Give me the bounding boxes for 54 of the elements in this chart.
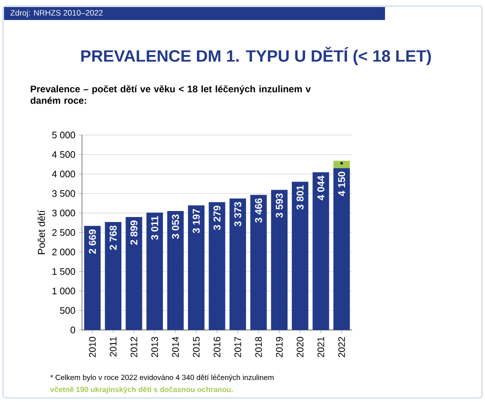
bar [208, 202, 226, 330]
data-label: 3 373 [234, 202, 242, 226]
y-tick-label: 0 [70, 326, 76, 334]
bar [84, 226, 101, 330]
bar [104, 222, 122, 330]
x-tick-label: 2015 [192, 336, 200, 358]
x-tick-label: 2021 [318, 336, 324, 358]
data-label: 3 801 [296, 185, 304, 210]
data-label: 3 466 [255, 198, 262, 223]
x-tick-label: 2010 [89, 336, 96, 358]
chart-title: PREVALENCE DM 1. TYPU U DĚTÍ (< 18 LET) [81, 46, 431, 66]
bar [167, 210, 184, 330]
x-tick-label: 2014 [172, 336, 179, 358]
data-label: 2 899 [130, 220, 138, 245]
y-tick-label: 4 000 [52, 170, 76, 178]
bar [126, 216, 142, 330]
data-label: 3 279 [213, 206, 221, 230]
y-tick-label: 2 000 [52, 248, 76, 256]
x-tick-label: 2011 [110, 336, 117, 356]
x-tick-label: 2022 [338, 336, 345, 358]
y-tick-label: 3 000 [52, 210, 76, 216]
data-label: 3 011 [151, 216, 158, 240]
bar [312, 172, 330, 330]
bar [333, 160, 350, 168]
x-tick-label: 2017 [234, 336, 242, 358]
y-tick-label: 1 500 [52, 268, 76, 275]
bar [250, 194, 267, 330]
bar [188, 205, 204, 330]
data-label: 4 150 [338, 172, 346, 196]
y-tick-label: 1 000 [52, 288, 76, 294]
x-tick-label: 2016 [214, 336, 220, 358]
x-tick-label: 2012 [130, 336, 138, 358]
y-tick-label: 4 500 [52, 151, 76, 158]
data-label: 4 044 [317, 176, 324, 200]
data-label: 2 669 [88, 229, 96, 254]
x-tick-label: 2020 [296, 336, 304, 358]
bar [333, 168, 350, 330]
data-label: 3 053 [172, 214, 179, 239]
y-axis-title: Počet dětí [38, 210, 45, 254]
chart-subtitle: Prevalence – počet dětí ve věku < 18 let léčených inzulinem v daném roce: [30, 85, 311, 104]
y-tick-label: 3 500 [52, 190, 76, 197]
x-tick-label: 2019 [276, 336, 283, 358]
bar [271, 190, 288, 330]
y-tick-label: 5 000 [52, 132, 76, 138]
x-tick-label: 2018 [255, 336, 262, 358]
data-label: 2 768 [110, 226, 117, 250]
data-label: 3 593 [276, 193, 283, 218]
bar [146, 212, 163, 330]
x-tick-label: 2013 [151, 336, 158, 358]
bar [230, 198, 246, 330]
bar [292, 182, 308, 330]
y-tick-label: 2 500 [52, 229, 76, 236]
data-label: 3 197 [192, 208, 200, 234]
y-tick-label: 500 [60, 307, 76, 314]
